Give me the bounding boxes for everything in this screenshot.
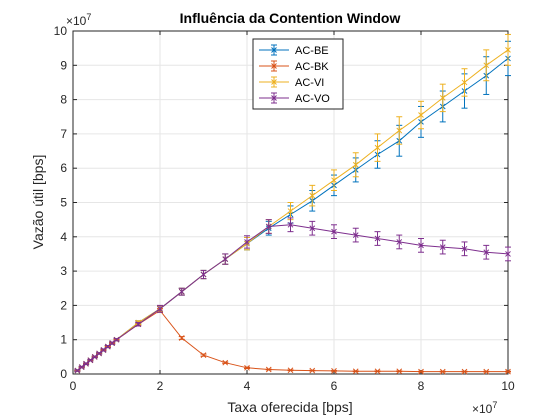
y-axis-label: Vazão útil [bps] <box>30 155 46 250</box>
legend-label: AC-BE <box>295 45 329 57</box>
y-tick-label: 1 <box>60 333 67 347</box>
y-tick-label: 5 <box>60 196 67 210</box>
x-tick-label: 4 <box>244 379 251 393</box>
y-tick-label: 0 <box>60 367 67 381</box>
y-tick-label: 6 <box>60 161 67 175</box>
y-tick-label: 3 <box>60 264 67 278</box>
y-tick-label: 9 <box>60 58 67 72</box>
legend-label: AC-BK <box>295 61 329 73</box>
chart-title: Influência da Contention Window <box>180 10 401 26</box>
x-tick-label: 8 <box>418 379 425 393</box>
x-tick-label: 0 <box>70 379 77 393</box>
y-tick-label: 7 <box>60 127 67 141</box>
y-tick-label: 8 <box>60 93 67 107</box>
x-axis-label: Taxa oferecida [bps] <box>227 399 352 415</box>
y-tick-label: 2 <box>60 298 67 312</box>
x-tick-label: 2 <box>157 379 164 393</box>
x-tick-label: 10 <box>501 379 515 393</box>
legend-label: AC-VI <box>295 77 324 89</box>
y-tick-label: 4 <box>60 230 67 244</box>
x-tick-label: 6 <box>331 379 338 393</box>
legend-label: AC-VO <box>295 93 330 105</box>
legend: AC-BE AC-BK AC-VI AC-VO <box>253 39 343 109</box>
